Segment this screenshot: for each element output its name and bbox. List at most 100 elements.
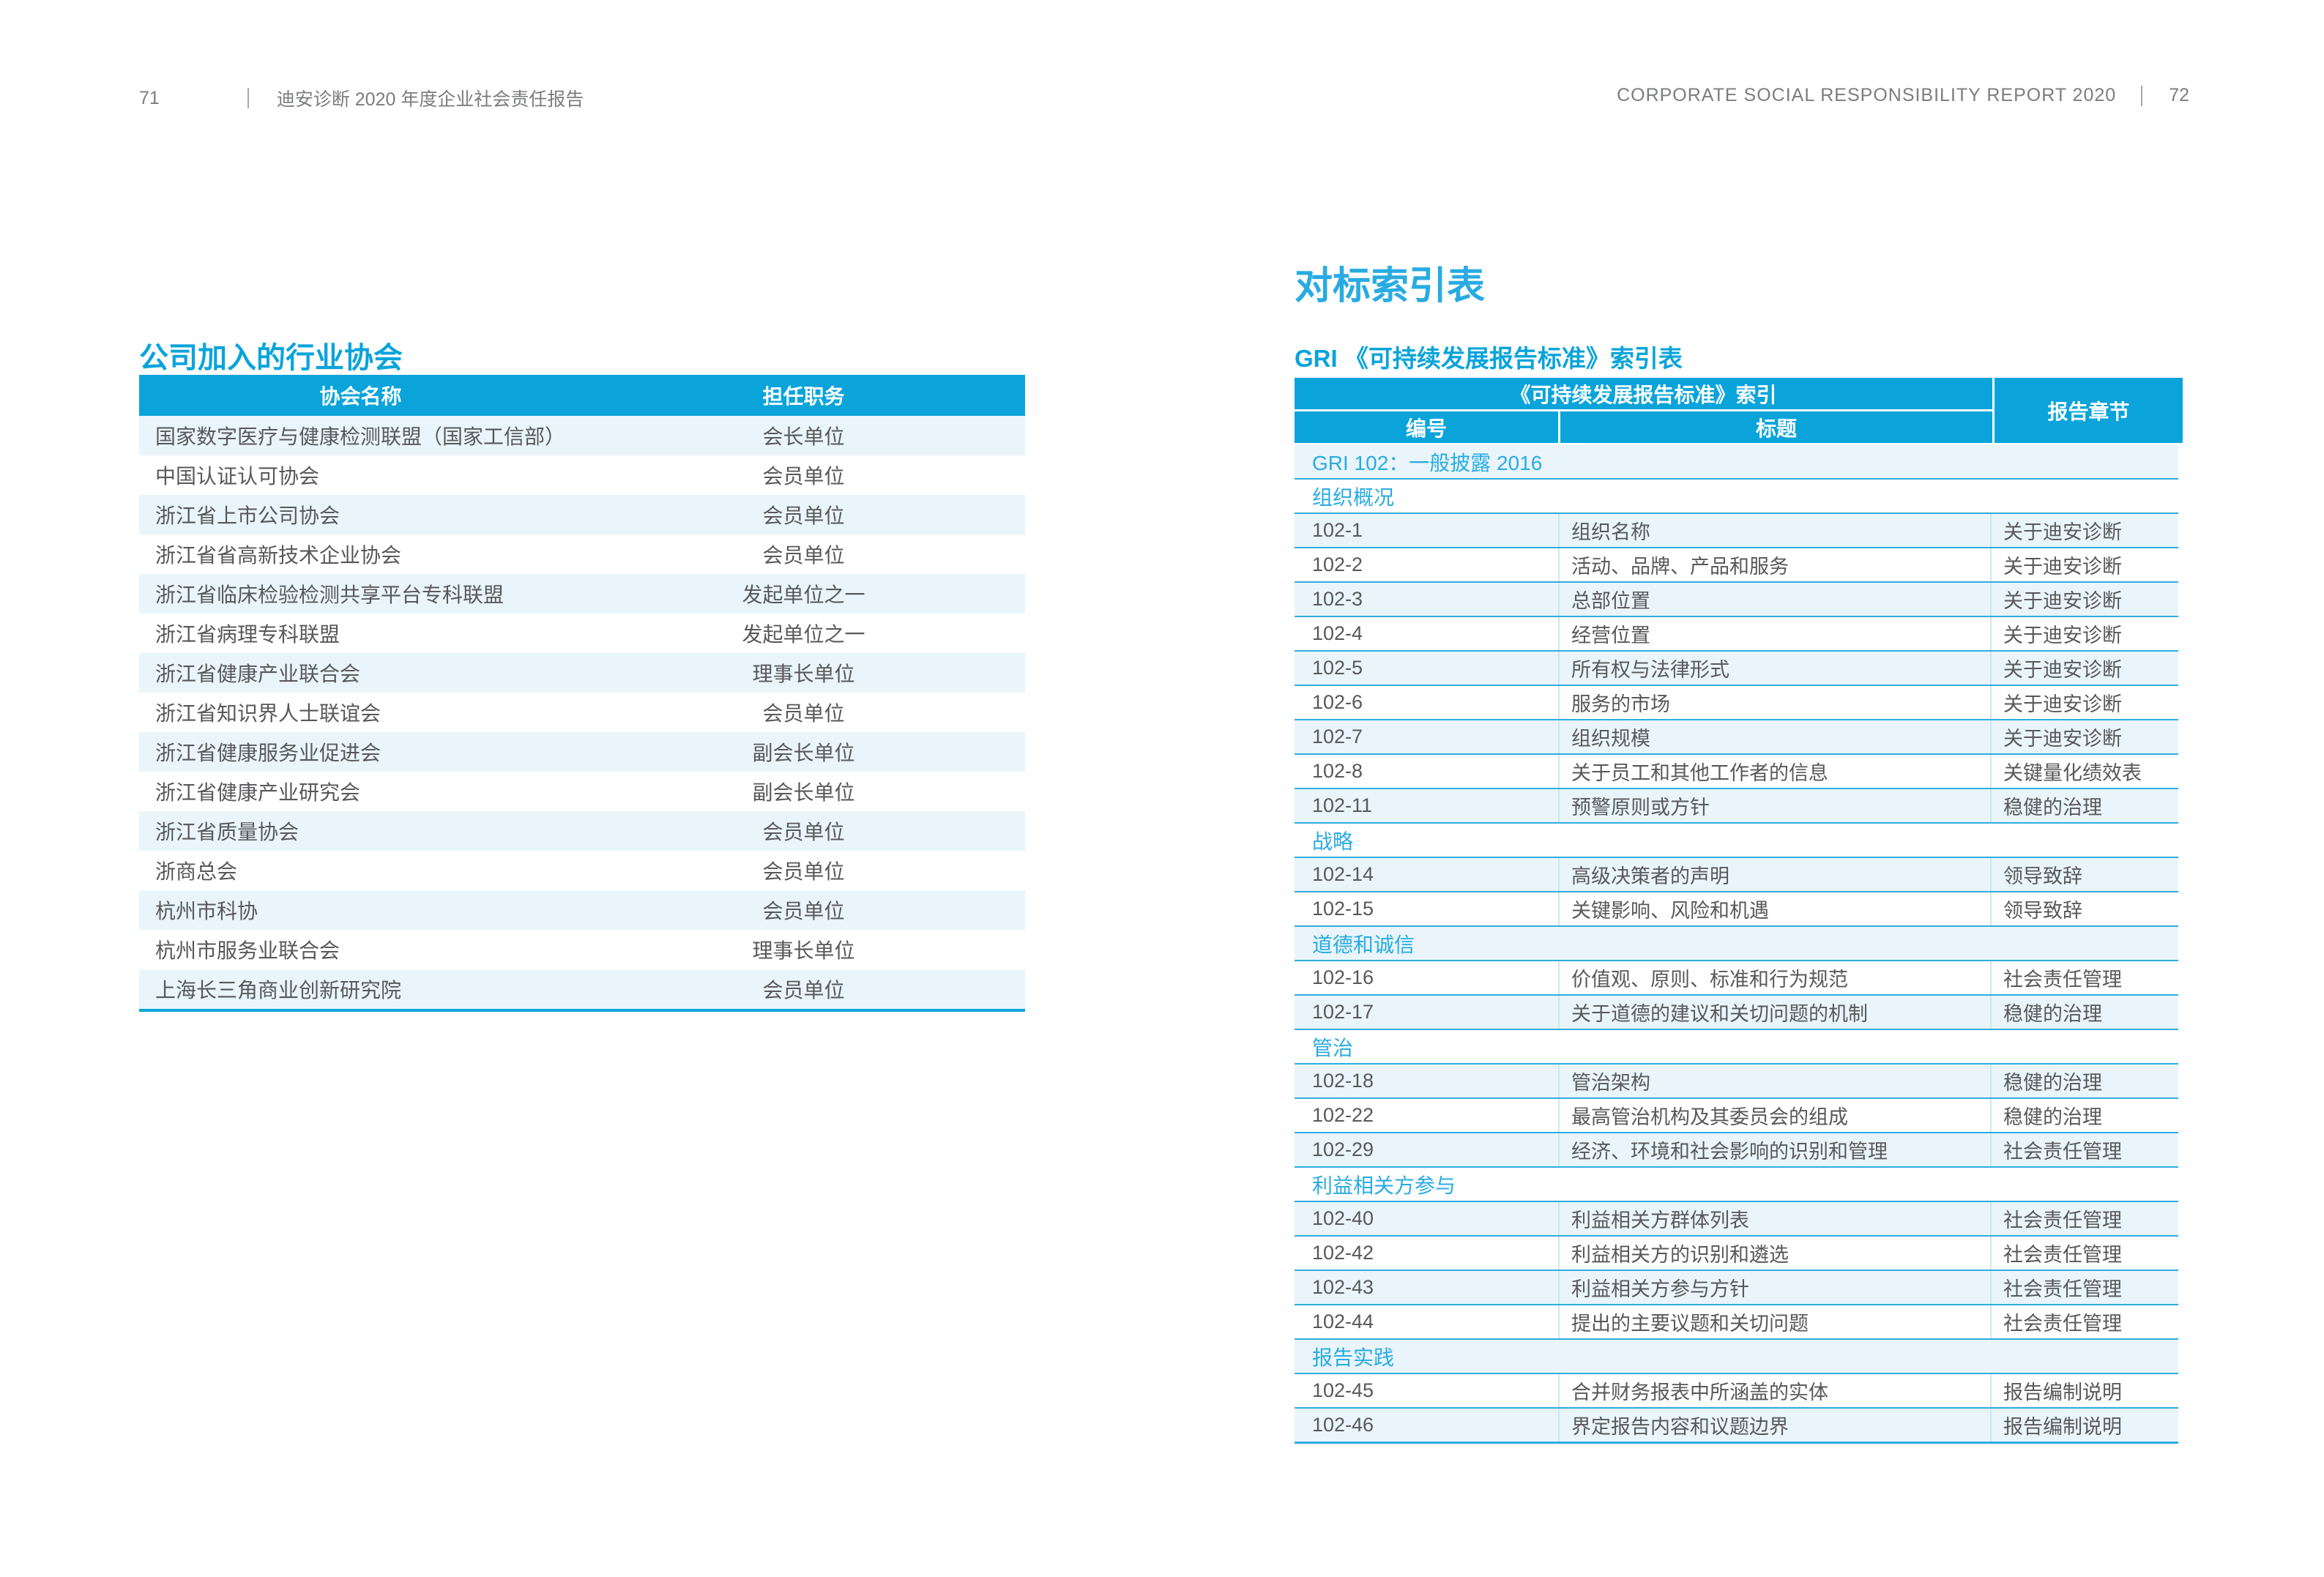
- gri-table-row: 102-14 高级决策者的声明 领导致辞: [1295, 857, 2178, 891]
- cell-number: 102-29: [1312, 1138, 1374, 1160]
- cell-position: 副会长单位: [752, 781, 855, 804]
- col-header-position: 担任职务: [762, 385, 845, 408]
- left-section-title: 公司加入的行业协会: [139, 342, 403, 375]
- gri-table-row: 102-42 利益相关方的识别和遴选 社会责任管理: [1295, 1235, 2178, 1270]
- cell-association-name: 浙江省健康产业研究会: [155, 781, 361, 804]
- cell-position: 会长单位: [762, 425, 845, 448]
- cell-association-name: 浙江省上市公司协会: [155, 504, 340, 527]
- cell-title: 预警原则或方针: [1558, 789, 1990, 822]
- gri-table-row: 102-15 关键影响、风险和机遇 领导致辞: [1295, 891, 2178, 925]
- cell-number: 102-4: [1312, 622, 1363, 644]
- gri-table-row: 102-29 经济、环境和社会影响的识别和管理 社会责任管理: [1295, 1132, 2178, 1166]
- gri-table-row: 102-11 预警原则或方针 稳健的治理: [1295, 788, 2178, 822]
- cell-position: 发起单位之一: [742, 623, 865, 646]
- cell-title: 利益相关方的识别和遴选: [1558, 1237, 1990, 1270]
- header-divider: [247, 88, 249, 108]
- cell-association-name: 浙江省质量协会: [155, 821, 299, 843]
- cell-number: 102-7: [1312, 726, 1363, 748]
- col-header-title: 标题: [1560, 411, 1992, 443]
- page-number-left: 71: [139, 87, 160, 108]
- industry-table-row: 上海长三角商业创新研究院 会员单位: [139, 969, 1025, 1009]
- cell-association-name: 浙江省临床检验检测共享平台专科联盟: [155, 584, 504, 606]
- cell-number: 102-22: [1312, 1104, 1374, 1126]
- industry-table-row: 浙江省健康产业研究会 副会长单位: [139, 772, 1025, 811]
- cell-chapter: 领导致辞: [1990, 892, 2178, 925]
- report-title-en: CORPORATE SOCIAL RESPONSIBILITY REPORT 2…: [1617, 85, 2117, 105]
- cell-title: 关于道德的建议和关切问题的机制: [1558, 996, 1990, 1029]
- cell-title: 经营位置: [1558, 617, 1990, 650]
- cell-position: 会员单位: [762, 979, 845, 1002]
- section-label: 报告实践: [1312, 1346, 1395, 1369]
- cell-chapter: 领导致辞: [1990, 858, 2178, 891]
- cell-number: 102-46: [1312, 1414, 1374, 1436]
- cell-title: 利益相关方参与方针: [1558, 1271, 1990, 1304]
- cell-chapter: 社会责任管理: [1990, 1133, 2178, 1166]
- gri-table-row: 102-18 管治架构 稳健的治理: [1295, 1063, 2178, 1097]
- gri-table-row: 102-6 服务的市场 关于迪安诊断: [1295, 685, 2178, 719]
- page-header-left: 71 迪安诊断 2020 年度企业社会责任报告: [139, 85, 584, 111]
- cell-chapter: 稳健的治理: [1990, 789, 2178, 822]
- gri-section-title: GRI 《可持续发展报告标准》索引表: [1295, 345, 1683, 372]
- gri-section-row: 报告实践: [1295, 1338, 2178, 1373]
- section-label: 组织概况: [1312, 485, 1395, 509]
- cell-number: 102-3: [1312, 588, 1363, 610]
- cell-chapter: 稳健的治理: [1990, 1065, 2178, 1097]
- cell-association-name: 浙江省病理专科联盟: [155, 623, 340, 646]
- report-title-cn: 迪安诊断 2020 年度企业社会责任报告: [276, 89, 584, 110]
- cell-title: 活动、品牌、产品和服务: [1558, 548, 1990, 581]
- cell-chapter: 社会责任管理: [1990, 1305, 2178, 1338]
- cell-title: 总部位置: [1558, 583, 1990, 616]
- section-label: GRI 102：一般披露 2016: [1312, 451, 1543, 474]
- gri-table-row: 102-8 关于员工和其他工作者的信息 关键量化绩效表: [1295, 753, 2178, 788]
- cell-position: 副会长单位: [752, 742, 855, 764]
- cell-position: 会员单位: [762, 465, 845, 488]
- header-divider: [2141, 85, 2143, 106]
- cell-position: 会员单位: [762, 504, 845, 527]
- industry-table-row: 杭州市服务业联合会 理事长单位: [139, 930, 1025, 969]
- cell-position: 发起单位之一: [742, 584, 865, 606]
- industry-table-row: 浙商总会 会员单位: [139, 851, 1025, 890]
- industry-table-row: 浙江省病理专科联盟 发起单位之一: [139, 614, 1025, 653]
- cell-chapter: 关于迪安诊断: [1990, 617, 2178, 650]
- cell-position: 会员单位: [762, 900, 845, 922]
- cell-association-name: 浙江省知识界人士联谊会: [155, 702, 381, 725]
- gri-table-row: 102-3 总部位置 关于迪安诊断: [1295, 581, 2178, 616]
- cell-number: 102-15: [1312, 898, 1374, 920]
- cell-position: 理事长单位: [752, 663, 855, 685]
- industry-table-row: 浙江省健康产业联合会 理事长单位: [139, 653, 1025, 693]
- gri-table-row: 102-7 组织规模 关于迪安诊断: [1295, 719, 2178, 753]
- cell-position: 会员单位: [762, 821, 845, 843]
- cell-number: 102-6: [1312, 691, 1363, 713]
- cell-number: 102-16: [1312, 966, 1374, 988]
- cell-chapter: 关于迪安诊断: [1990, 514, 2178, 547]
- cell-number: 102-42: [1312, 1242, 1374, 1264]
- cell-title: 高级决策者的声明: [1558, 858, 1990, 891]
- cell-association-name: 杭州市服务业联合会: [155, 939, 340, 962]
- col-header-chapter: 报告章节: [1995, 378, 2183, 443]
- gri-section-row: 战略: [1295, 822, 2178, 857]
- cell-association-name: 上海长三角商业创新研究院: [155, 979, 402, 1002]
- col-header-gri-index-group: 《可持续发展报告标准》索引: [1295, 378, 1992, 409]
- cell-title: 关于员工和其他工作者的信息: [1558, 755, 1990, 788]
- cell-position: 会员单位: [762, 544, 845, 567]
- cell-number: 102-1: [1312, 519, 1363, 541]
- industry-associations-table: 协会名称 担任职务 国家数字医疗与健康检测联盟（国家工信部） 会长单位 中国认证认可…: [139, 375, 1025, 1012]
- gri-section-row: 道德和诚信: [1295, 925, 2178, 960]
- cell-association-name: 杭州市科协: [155, 900, 258, 922]
- cell-number: 102-5: [1312, 657, 1363, 679]
- cell-title: 提出的主要议题和关切问题: [1558, 1305, 1990, 1338]
- cell-chapter: 报告编制说明: [1990, 1409, 2178, 1442]
- cell-title: 最高管治机构及其委员会的组成: [1558, 1099, 1990, 1132]
- cell-title: 组织规模: [1558, 720, 1990, 753]
- cell-number: 102-8: [1312, 760, 1363, 782]
- cell-number: 102-43: [1312, 1276, 1374, 1298]
- cell-title: 合并财务报表中所涵盖的实体: [1558, 1374, 1990, 1407]
- cell-number: 102-18: [1312, 1070, 1374, 1092]
- gri-section-row: GRI 102：一般披露 2016: [1295, 445, 2178, 478]
- gri-table-row: 102-17 关于道德的建议和关切问题的机制 稳健的治理: [1295, 994, 2178, 1029]
- cell-position: 会员单位: [762, 860, 845, 883]
- cell-position: 会员单位: [762, 702, 845, 725]
- cell-association-name: 浙江省健康服务业促进会: [155, 742, 381, 764]
- cell-chapter: 社会责任管理: [1990, 1271, 2178, 1304]
- cell-association-name: 国家数字医疗与健康检测联盟（国家工信部）: [155, 425, 566, 448]
